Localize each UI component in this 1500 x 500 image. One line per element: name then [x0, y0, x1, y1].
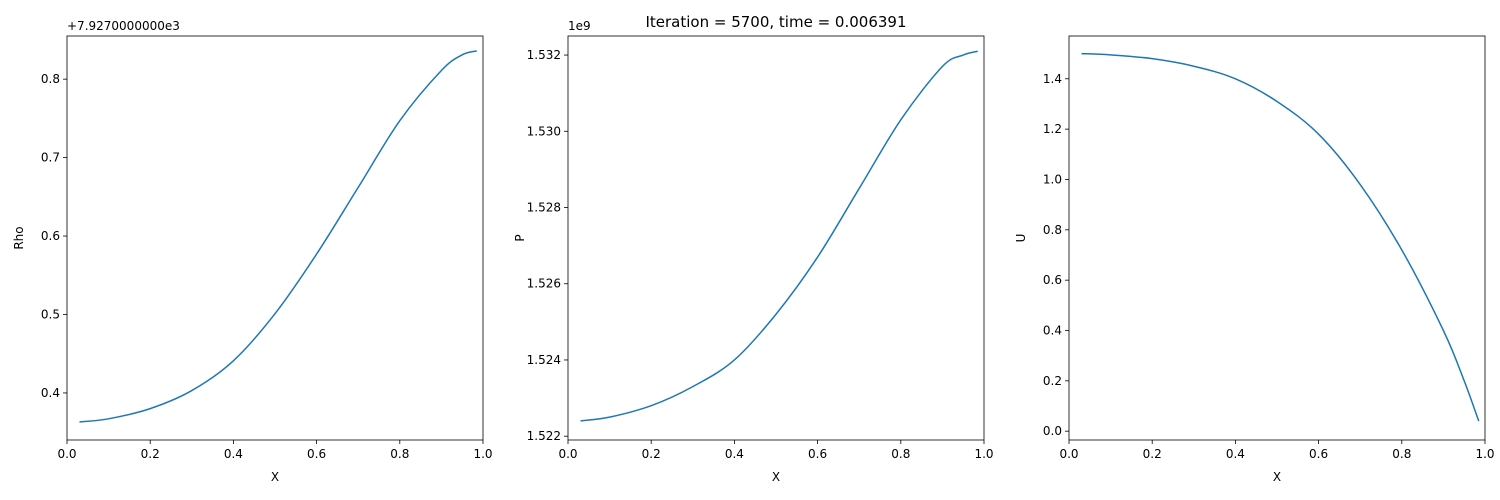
- axes-frame-1: [66, 35, 484, 441]
- y-axis-offset-text: 1e9: [568, 19, 591, 33]
- x-tick-label: 0.6: [808, 447, 827, 461]
- x-axis-label: X: [772, 470, 780, 484]
- x-tick-label: 0.6: [307, 447, 326, 461]
- x-tick-label: 0.2: [1143, 447, 1162, 461]
- x-tick-label: 1.0: [473, 447, 492, 461]
- x-tick-label: 0.8: [390, 447, 409, 461]
- x-tick-label: 0.8: [1392, 447, 1411, 461]
- y-tick-label: 0.8: [41, 72, 60, 86]
- y-tick-label: 0.7: [41, 151, 60, 165]
- y-tick-label: 1.530: [527, 124, 561, 138]
- y-tick-label: 1.4: [1043, 72, 1062, 86]
- y-tick-label: 0.5: [41, 307, 60, 321]
- series-line-3: [1081, 52, 1480, 422]
- axes-frame-3: [1068, 35, 1486, 441]
- y-tick-label: 0.6: [1043, 273, 1062, 287]
- x-tick-label: 0.4: [725, 447, 744, 461]
- x-tick-label: 0.0: [57, 447, 76, 461]
- y-tick-label: 0.0: [1043, 424, 1062, 438]
- x-tick-label: 0.2: [141, 447, 160, 461]
- y-axis-label: Rho: [12, 226, 26, 249]
- x-tick-label: 0.0: [1059, 447, 1078, 461]
- series-line-2: [580, 50, 978, 422]
- y-axis-label: U: [1014, 234, 1028, 243]
- y-tick-label: 1.0: [1043, 172, 1062, 186]
- x-tick-label: 1.0: [974, 447, 993, 461]
- x-tick-label: 0.2: [642, 447, 661, 461]
- x-tick-label: 0.8: [891, 447, 910, 461]
- y-tick-label: 0.8: [1043, 223, 1062, 237]
- x-tick-label: 0.6: [1309, 447, 1328, 461]
- y-tick-label: 0.4: [1043, 324, 1062, 338]
- y-tick-label: 1.2: [1043, 122, 1062, 136]
- y-tick-label: 1.522: [527, 429, 561, 443]
- axes-frame-2: [567, 35, 985, 441]
- series-line-1: [79, 50, 477, 423]
- y-tick-label: 1.528: [527, 201, 561, 215]
- x-axis-label: X: [1273, 470, 1281, 484]
- x-tick-label: 1.0: [1475, 447, 1494, 461]
- subplot-1: 0.0 0.2 0.4 0.6 0.8 1.0 0.4 0.5 0.6 0.7 0.8 X Rho +7.…: [12, 19, 493, 484]
- y-tick-label: 1.526: [527, 277, 561, 291]
- y-axis-label: P: [513, 234, 527, 241]
- y-axis-offset-text: +7.9270000000e3: [67, 19, 180, 33]
- x-axis-label: X: [271, 470, 279, 484]
- x-tick-label: 0.4: [1226, 447, 1245, 461]
- y-tick-label: 0.4: [41, 386, 60, 400]
- subplot-3: 0.0 0.2 0.4 0.6 0.8 1.0 0.0 0.2 0.4 0.6 0.8 1.0 1.2 1…: [1014, 35, 1495, 484]
- x-tick-label: 0.4: [224, 447, 243, 461]
- subplots: 0.0 0.2 0.4 0.6 0.8 1.0 0.4 0.5 0.6 0.7 0.8 X Rho +7.…: [12, 19, 1495, 484]
- y-tick-label: 0.2: [1043, 374, 1062, 388]
- y-tick-label: 1.532: [527, 48, 561, 62]
- y-tick-label: 0.6: [41, 229, 60, 243]
- y-tick-label: 1.524: [527, 353, 561, 367]
- figure-suptitle: Iteration = 5700, time = 0.006391: [645, 13, 906, 31]
- subplot-2: 0.0 0.2 0.4 0.6 0.8 1.0 1.522 1.524 1.526 1.528 1.…: [513, 19, 994, 484]
- x-tick-label: 0.0: [558, 447, 577, 461]
